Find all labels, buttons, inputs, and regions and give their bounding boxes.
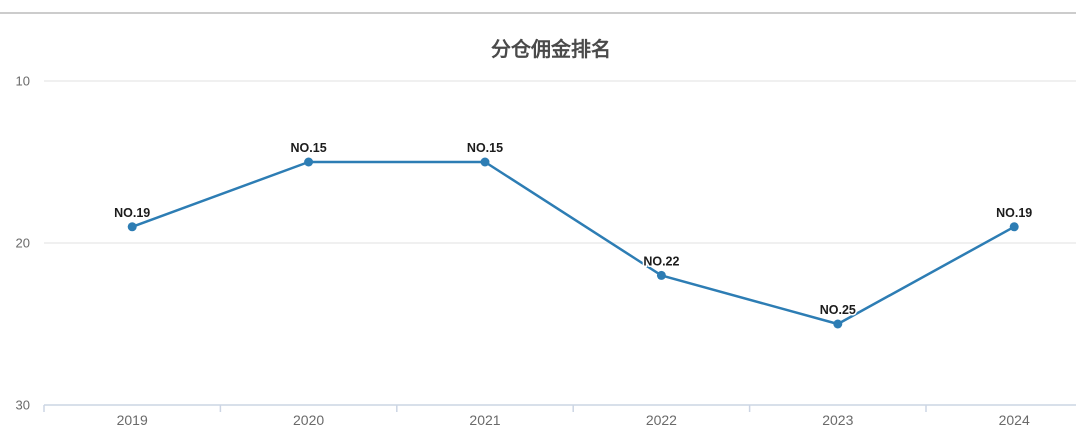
y-axis-label: 20 <box>16 236 30 251</box>
trend-line <box>130 160 1016 326</box>
data-point[interactable] <box>833 319 843 329</box>
x-axis-label: 2024 <box>999 412 1030 428</box>
y-axis-label: 30 <box>16 398 30 413</box>
data-point-label: NO.25 <box>820 303 856 317</box>
data-point[interactable] <box>127 222 137 232</box>
top-divider <box>0 12 1076 14</box>
data-point[interactable] <box>480 157 490 167</box>
data-point-label: NO.19 <box>996 206 1032 220</box>
x-axis-label: 2023 <box>822 412 853 428</box>
y-axis-label: 10 <box>16 74 30 89</box>
chart-title: 分仓佣金排名 <box>491 39 611 61</box>
data-point-label: NO.19 <box>114 206 150 220</box>
data-point[interactable] <box>1009 222 1019 232</box>
data-point[interactable] <box>304 157 314 167</box>
x-axis-label: 2021 <box>469 412 500 428</box>
x-axis-label: 2019 <box>117 412 148 428</box>
x-axis-label: 2020 <box>293 412 324 428</box>
data-point-label: NO.15 <box>467 141 503 155</box>
x-axis-label: 2022 <box>646 412 677 428</box>
data-point-label: NO.15 <box>291 141 327 155</box>
data-point-label: NO.22 <box>643 254 679 268</box>
data-point[interactable] <box>656 270 666 280</box>
